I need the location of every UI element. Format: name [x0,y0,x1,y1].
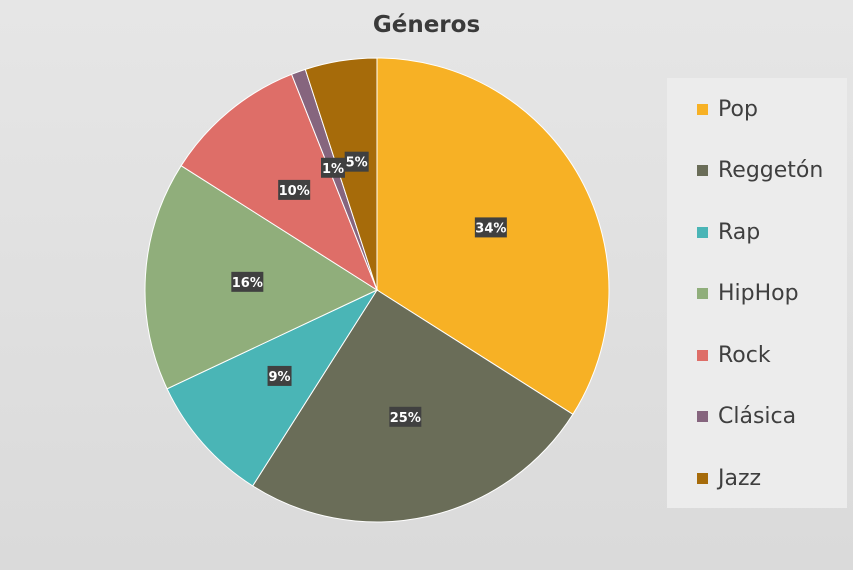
pie-slice-rap [166,288,379,487]
legend-swatch [697,472,708,484]
legend-label: Rock [718,342,771,368]
data-label-text: 5% [346,156,368,171]
pie-slice-reggetón [251,289,574,523]
legend-item-clásica: Clásica [667,402,796,432]
legend-label: Jazz [718,465,762,491]
data-label-text: 16% [232,276,263,291]
legend-swatch [697,288,708,299]
legend-label: Clásica [718,404,797,429]
legend-item-hiphop: HipHop [667,279,799,309]
data-label-text: 10% [279,184,310,199]
legend-item-reggetón: Reggetón [667,156,823,186]
legend-item-rock: Rock [667,340,771,370]
legend-swatch [697,165,708,176]
legend-swatch [697,411,708,422]
data-label-text: 9% [269,370,291,385]
legend-item-pop: Pop [667,94,758,124]
legend-label: Rap [718,219,761,245]
legend-item-jazz: Jazz [667,463,761,493]
data-label-jazz: 5% [344,151,369,172]
legend-label: HipHop [718,281,799,306]
data-label-clásica: 1% [320,157,345,178]
legend-swatch [697,103,708,115]
legend-item-rap: Rap [667,217,760,247]
legend-swatch [697,349,708,361]
data-label-rock: 10% [278,179,311,200]
chart-title: Géneros [372,12,481,38]
legend-swatch [697,226,708,238]
legend: Pop Reggetón Rap HipHop Rock Clásica Jazz [667,78,847,508]
data-label-text: 1% [322,162,344,177]
legend-label: Pop [718,96,758,122]
data-label-hiphop: 16% [231,271,264,292]
data-label-pop: 34% [474,217,507,238]
data-label-text: 25% [390,411,421,426]
data-label-rap: 9% [267,365,292,386]
legend-label: Reggetón [718,158,824,183]
data-label-reggetón: 25% [389,406,422,427]
data-label-text: 34% [475,221,506,236]
